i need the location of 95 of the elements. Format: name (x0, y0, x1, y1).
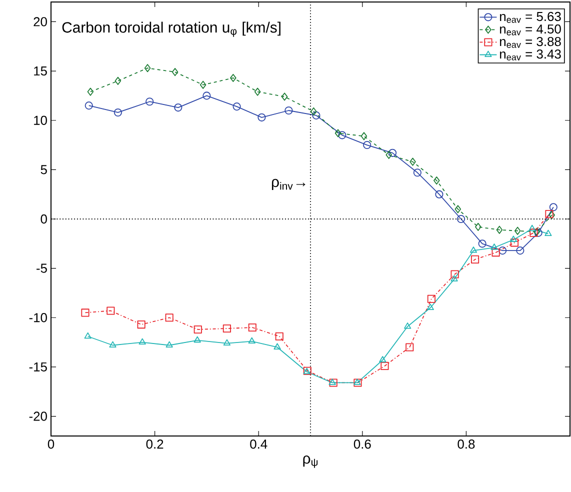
point (454, 205, 462, 214)
point (194, 336, 201, 343)
point (360, 132, 368, 140)
point (475, 222, 482, 231)
x-tick-label: 0.2 (146, 440, 164, 449)
point (84, 332, 92, 339)
point (284, 106, 293, 115)
point (456, 214, 466, 224)
point (165, 314, 174, 322)
point (435, 190, 444, 198)
point (380, 362, 389, 370)
point (388, 148, 397, 157)
point (404, 322, 412, 329)
point (248, 323, 256, 332)
point (450, 270, 459, 278)
y-tick-label: 20 (34, 17, 47, 26)
point (200, 80, 206, 89)
point (230, 74, 236, 82)
point (87, 88, 94, 96)
text: Carbon toroidal rotation u$_{φ}$ [km/s] (62, 22, 280, 37)
point (363, 140, 372, 150)
point (410, 158, 416, 166)
point (248, 337, 256, 344)
point (137, 320, 146, 329)
point (406, 343, 414, 352)
point (426, 304, 434, 310)
x-tick-label: 0.4 (250, 440, 268, 449)
point (386, 150, 392, 159)
y-tick-label: 0 (40, 214, 47, 224)
point (312, 111, 320, 120)
y-tick-label: -20 (29, 412, 47, 421)
y-tick-label: 15 (34, 66, 47, 76)
point (516, 246, 524, 255)
point (222, 324, 231, 333)
legend-label: n$_{eav}$ = 5.63 (500, 12, 561, 23)
y-tick-label: 5 (40, 165, 47, 174)
point (496, 226, 503, 234)
point (275, 332, 284, 340)
y-tick-label: -15 (29, 362, 47, 372)
point (310, 107, 317, 116)
point (258, 113, 266, 122)
point (549, 203, 558, 212)
point (490, 244, 498, 250)
point (146, 98, 154, 106)
point (470, 246, 478, 253)
y-tick-label: -10 (29, 313, 47, 322)
x-tick-label: 0.8 (458, 440, 475, 449)
point (194, 325, 202, 334)
point (544, 230, 552, 236)
point (274, 343, 281, 350)
point (174, 104, 182, 112)
x-tick-label: 0 (48, 440, 54, 449)
point (232, 102, 241, 111)
x-tick-label: 0.6 (354, 440, 371, 449)
point (202, 92, 211, 100)
point (254, 88, 261, 96)
legend-label: n$_{eav}$ = 3.43 (500, 49, 561, 60)
point (470, 255, 480, 264)
point (433, 176, 440, 185)
point (528, 224, 536, 232)
point (413, 168, 422, 177)
point (138, 338, 146, 345)
point (223, 339, 230, 346)
point (478, 240, 486, 248)
x-axis-title: ρ$_{ψ}$ (303, 456, 318, 468)
point (81, 308, 90, 317)
point (510, 236, 517, 242)
point (545, 210, 554, 218)
point (84, 102, 93, 110)
point (172, 68, 178, 76)
point (427, 294, 436, 303)
point (166, 341, 173, 348)
point (510, 238, 519, 247)
annotation: ρ$_{inv}$→ (272, 178, 306, 190)
point (338, 131, 346, 140)
point (106, 306, 115, 315)
point (548, 211, 555, 220)
point (144, 64, 151, 72)
point (514, 226, 521, 235)
point (534, 228, 542, 237)
point (498, 246, 507, 255)
point (530, 228, 538, 237)
point (379, 356, 386, 362)
y-tick-label: 10 (34, 116, 47, 125)
legend-label: n$_{eav}$ = 4.50 (500, 24, 561, 36)
point (492, 248, 500, 257)
point (281, 92, 288, 101)
point (114, 108, 122, 117)
point (109, 341, 116, 348)
point (114, 76, 122, 85)
point (450, 275, 458, 282)
legend-label: n$_{eav}$ = 3.88 (500, 36, 561, 48)
point (534, 228, 540, 236)
y-tick-label: -5 (36, 264, 47, 273)
point (334, 129, 342, 138)
